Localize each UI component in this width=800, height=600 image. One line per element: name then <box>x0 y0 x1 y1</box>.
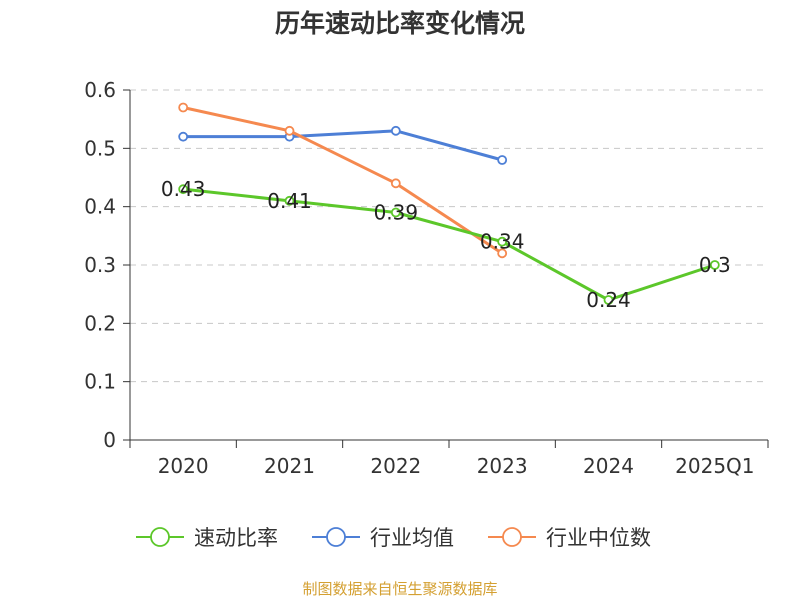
x-tick-label: 2022 <box>370 454 421 478</box>
data-label: 0.34 <box>480 230 525 254</box>
x-tick-label: 2025Q1 <box>675 454 754 478</box>
data-label: 0.24 <box>586 288 631 312</box>
legend-item: 行业均值 <box>312 526 454 550</box>
series-line-0 <box>183 187 716 302</box>
data-label: 0.43 <box>161 177 206 201</box>
data-point <box>390 207 401 218</box>
data-point <box>603 295 614 305</box>
legend-label: 行业中位数 <box>546 526 651 550</box>
data-point <box>390 178 401 189</box>
data-label: 0.41 <box>267 189 312 213</box>
data-label: 0.3 <box>699 253 731 277</box>
data-point <box>497 248 508 259</box>
legend-item: 速动比率 <box>136 526 278 550</box>
data-point <box>709 260 720 270</box>
x-tick-label: 2024 <box>583 454 634 478</box>
series-line-1 <box>183 129 503 162</box>
data-point <box>178 102 189 113</box>
data-point <box>178 184 189 195</box>
legend-item: 行业中位数 <box>488 526 651 550</box>
x-tick-label: 2021 <box>264 454 315 478</box>
legend-marker-icon <box>502 527 522 547</box>
data-point <box>390 125 401 136</box>
y-tick-label: 0.1 <box>84 370 116 394</box>
legend-label: 速动比率 <box>194 526 278 550</box>
y-tick-label: 0.2 <box>84 311 116 335</box>
legend-marker-icon <box>150 527 170 547</box>
x-tick-label: 2020 <box>158 454 209 478</box>
y-tick-label: 0.4 <box>84 195 116 219</box>
data-point <box>178 131 189 142</box>
legend-label: 行业均值 <box>370 526 454 550</box>
legend-marker-icon <box>326 527 346 547</box>
y-tick-label: 0.6 <box>84 78 116 102</box>
chart-title: 历年速动比率变化情况 <box>274 9 525 38</box>
data-point <box>284 195 295 206</box>
data-point <box>497 236 508 247</box>
data-point <box>284 125 295 136</box>
data-point <box>497 155 508 165</box>
y-tick-label: 0.5 <box>84 136 116 160</box>
source-note: 制图数据来自恒生聚源数据库 <box>302 580 498 598</box>
data-label: 0.39 <box>374 201 419 225</box>
y-tick-label: 0.3 <box>84 253 116 277</box>
series-line-2 <box>182 106 503 255</box>
y-tick-label: 0 <box>103 428 116 452</box>
x-tick-label: 2023 <box>477 454 528 478</box>
